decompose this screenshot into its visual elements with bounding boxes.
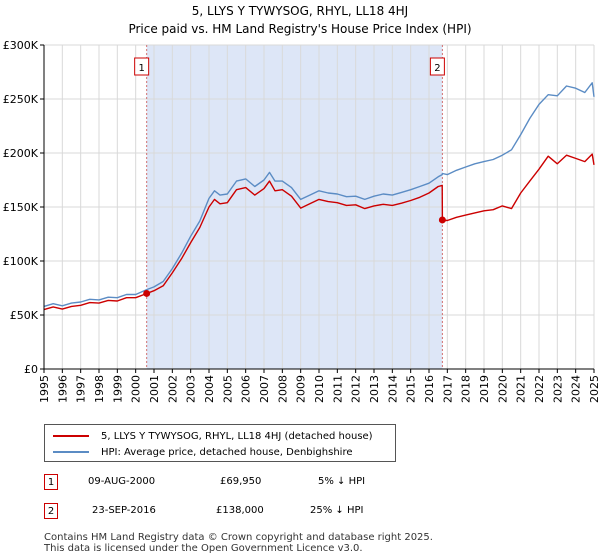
y-tick-label: £200K — [3, 147, 39, 160]
x-tick-label: 2024 — [570, 375, 583, 403]
hpi-line-swatch — [53, 451, 89, 453]
x-tick-label: 2004 — [203, 375, 216, 403]
x-tick-label: 2010 — [313, 375, 326, 403]
sale-label-text: 2 — [434, 63, 440, 74]
x-tick-label: 1996 — [56, 375, 69, 403]
sale-label-box — [429, 57, 445, 76]
x-tick-label: 2001 — [148, 375, 161, 403]
y-tick-label: £0 — [24, 363, 38, 376]
transaction-hpi-diff: 25% ↓ HPI — [310, 505, 364, 516]
x-tick-label: 2018 — [460, 375, 473, 403]
transaction-date: 23-SEP-2016 — [92, 505, 156, 516]
x-tick-label: 2012 — [350, 375, 363, 403]
legend-item-price: 5, LLYS Y TYWYSOG, RHYL, LL18 4HJ (detac… — [53, 428, 373, 444]
x-tick-label: 2011 — [331, 375, 344, 403]
x-tick-label: 2005 — [221, 375, 234, 403]
transaction-number-badge: 2 — [44, 503, 58, 519]
transaction-hpi-diff: 5% ↓ HPI — [318, 476, 366, 487]
x-tick-label: 2023 — [551, 375, 564, 403]
chart-title: 5, LLYS Y TYWYSOG, RHYL, LL18 4HJ — [191, 4, 409, 18]
chart-subtitle: Price paid vs. HM Land Registry's House … — [128, 22, 472, 36]
y-tick-label: £250K — [3, 93, 39, 106]
legend-label-hpi: HPI: Average price, detached house, Denb… — [101, 446, 353, 458]
x-tick-label: 2025 — [588, 375, 600, 403]
x-tick-label: 2015 — [405, 375, 418, 403]
sale-point — [143, 289, 151, 297]
x-tick-label: 2020 — [496, 375, 509, 403]
legend-item-hpi: HPI: Average price, detached house, Denb… — [53, 444, 352, 460]
x-tick-label: 1998 — [93, 375, 106, 403]
x-tick-label: 2022 — [533, 375, 546, 403]
transaction-number-badge: 1 — [44, 474, 58, 490]
x-tick-label: 2014 — [386, 375, 399, 403]
sale-label-text: 1 — [138, 63, 144, 74]
price-chart: 1 2 £0 £50K £100K £150K £200K £250K £300K 1995 199… — [3, 39, 600, 403]
x-tick-label: 2006 — [240, 375, 253, 403]
x-tick-label: 2002 — [166, 375, 179, 403]
transaction-price: £138,000 — [216, 505, 264, 516]
y-tick-label: £300K — [3, 39, 39, 52]
x-tick-label: 2021 — [515, 375, 528, 403]
x-tick-label: 2017 — [441, 375, 454, 403]
transaction-price: £69,950 — [220, 476, 262, 487]
x-tick-label: 2016 — [423, 375, 436, 403]
sale-label-box — [134, 57, 150, 76]
x-tick-label: 1997 — [75, 375, 88, 403]
footer-licence: This data is licensed under the Open Gov… — [44, 543, 363, 554]
x-tick-label: 2013 — [368, 375, 381, 403]
x-tick-label: 1995 — [38, 375, 51, 403]
x-tick-label: 2007 — [258, 375, 271, 403]
y-tick-label: £100K — [3, 255, 39, 268]
x-tick-label: 2003 — [185, 375, 198, 403]
legend: 5, LLYS Y TYWYSOG, RHYL, LL18 4HJ (detac… — [44, 424, 396, 462]
price-line-swatch — [53, 435, 89, 437]
y-tick-label: £50K — [10, 309, 39, 322]
y-tick-label: £150K — [3, 201, 39, 214]
footer-copyright: Contains HM Land Registry data © Crown c… — [44, 532, 433, 543]
x-tick-label: 2009 — [295, 375, 308, 403]
x-tick-label: 1999 — [111, 375, 124, 403]
x-tick-label: 2008 — [276, 375, 289, 403]
hpi-series-line — [43, 82, 595, 308]
x-tick-label: 2000 — [130, 375, 143, 403]
transaction-date: 09-AUG-2000 — [88, 476, 156, 487]
x-tick-label: 2019 — [478, 375, 491, 403]
legend-label-price: 5, LLYS Y TYWYSOG, RHYL, LL18 4HJ (detac… — [101, 430, 373, 442]
sale-point — [438, 216, 446, 224]
